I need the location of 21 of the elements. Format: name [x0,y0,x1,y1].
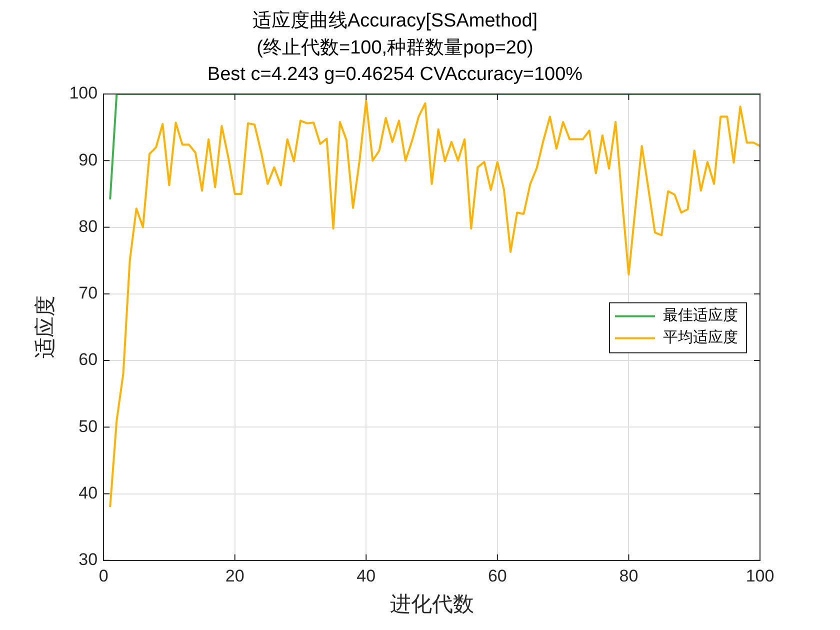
x-tick-label: 80 [619,566,638,586]
y-tick-label: 100 [69,84,98,103]
x-tick-label: 0 [98,566,108,586]
text: Best c=4.243 g=0.46254 CVAccuracy=100% [207,64,583,85]
y-tick-label: 60 [78,350,98,370]
legend-label: 平均适应度 [663,329,738,346]
y-tick-label: 90 [78,150,98,170]
x-tick-label: 60 [488,566,507,586]
legend-label: 最佳适应度 [663,307,738,324]
x-axis-title: 进化代数 [390,592,474,616]
x-tick-label: 20 [225,566,244,586]
y-tick-label: 50 [78,416,98,436]
chart-title: 适应度曲线Accuracy[SSAmethod] [252,10,538,32]
y-tick-label: 70 [78,284,98,303]
y-axis-title: 适应度 [33,296,58,359]
chart-subtitle: (终止代数=100,种群数量pop=20) [256,37,534,58]
y-tick-label: 80 [78,216,98,236]
x-tick-label: 40 [356,566,376,586]
x-tick-label: 100 [746,566,774,586]
y-tick-label: 30 [78,550,98,570]
y-tick-label: 40 [78,483,98,502]
